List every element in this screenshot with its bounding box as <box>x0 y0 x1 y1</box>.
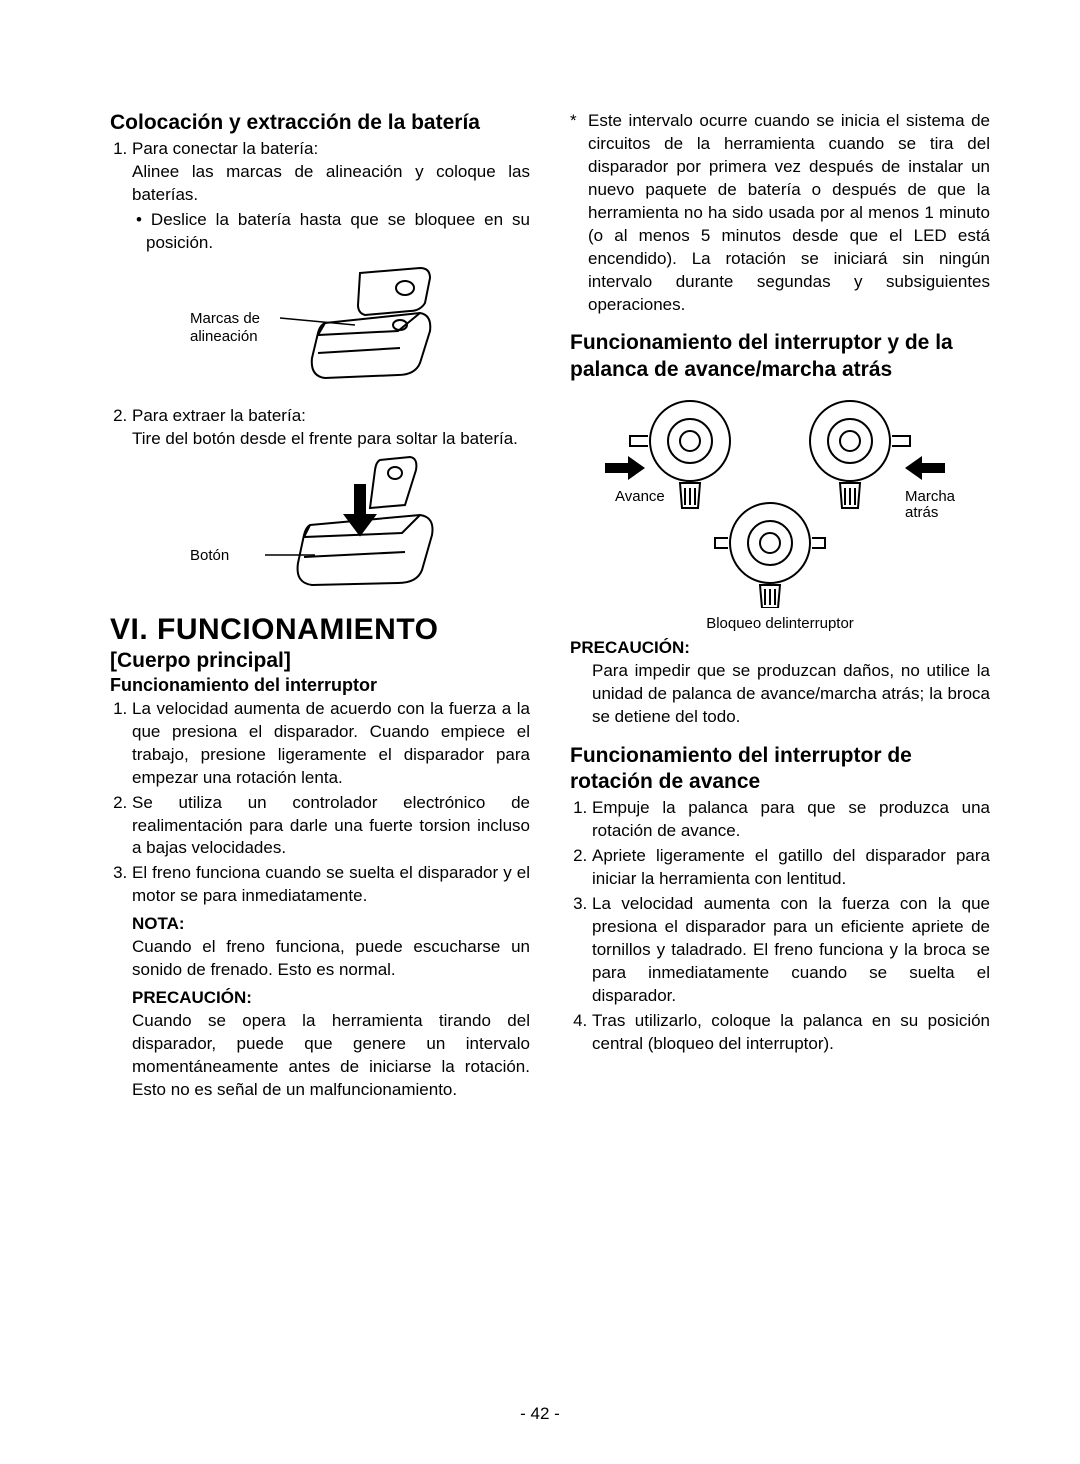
figure-lever: Avance Marcha atrás Bloqueo delinterrupt… <box>570 393 990 632</box>
caution-text: Cuando se opera la herramienta tirando d… <box>132 1010 530 1102</box>
lever-illustration: Avance Marcha atrás <box>570 393 980 608</box>
li-text: Para conectar la batería: <box>132 139 318 158</box>
list-item: Se utiliza un controlador electrónico de… <box>132 792 530 861</box>
left-column: Colocación y extracción de la batería Pa… <box>110 110 530 1102</box>
switch-list: La velocidad aumenta de acuerdo con la f… <box>110 698 530 908</box>
list-item: La velocidad aumenta con la fuerza con l… <box>592 893 990 1008</box>
fig-fwd-label: Avance <box>615 488 665 505</box>
battery-list: Para conectar la batería: Alinee las mar… <box>110 138 530 207</box>
footnote-star: * Este intervalo ocurre cuando se inicia… <box>570 110 990 316</box>
heading-battery: Colocación y extracción de la batería <box>110 110 530 136</box>
battery-remove-illustration <box>260 455 450 595</box>
heading-forward-rotation: Funcionamiento del interruptor de rotaci… <box>570 743 990 796</box>
battery-list-2: Para extraer la batería: Tire del botón … <box>110 405 530 451</box>
list-item: La velocidad aumenta de acuerdo con la f… <box>132 698 530 790</box>
star-text: Este intervalo ocurre cuando se inicia e… <box>588 110 990 316</box>
caution-block: PRECAUCIÓN: Para impedir que se produzca… <box>570 638 990 729</box>
caution-label: PRECAUCIÓN: <box>132 988 530 1008</box>
figure-label: Marcas de alineación <box>190 310 270 346</box>
caution-block: PRECAUCIÓN: Cuando se opera la herramien… <box>132 988 530 1102</box>
list-item: Empuje la palanca para que se produzca u… <box>592 797 990 843</box>
forward-list: Empuje la palanca para que se produzca u… <box>570 797 990 1055</box>
fig-rev-label2: atrás <box>905 504 938 521</box>
li-text: Alinee las marcas de alineación y coloqu… <box>132 161 530 207</box>
fig-rev-label: Marcha <box>905 488 956 505</box>
heading-lever: Funcionamiento del interruptor y de la p… <box>570 330 990 383</box>
heading-main-body: [Cuerpo principal] <box>110 649 530 673</box>
list-item: Para extraer la batería: Tire del botón … <box>132 405 530 451</box>
list-item: Apriete ligeramente el gatillo del dispa… <box>592 845 990 891</box>
list-item: Tras utilizarlo, coloque la palanca en s… <box>592 1010 990 1056</box>
heading-operation: VI. FUNCIONAMIENTO <box>110 613 530 647</box>
list-item: Para conectar la batería: Alinee las mar… <box>132 138 530 207</box>
li-text: Para extraer la batería: <box>132 406 306 425</box>
bullet-item: • Deslice la batería hasta que se bloque… <box>132 209 530 255</box>
battery-insert-illustration <box>270 263 450 393</box>
figure-alignment-marks: Marcas de alineación <box>110 263 530 393</box>
note-text: Cuando el freno funciona, puede escuchar… <box>132 936 530 982</box>
note-block: NOTA: Cuando el freno funciona, puede es… <box>132 914 530 982</box>
heading-switch-op: Funcionamiento del interruptor <box>110 675 530 696</box>
li-text: Tire del botón desde el frente para solt… <box>132 428 530 451</box>
fig-lock-label: Bloqueo delinterruptor <box>570 615 990 632</box>
star-mark: * <box>570 110 588 316</box>
caution-text: Para impedir que se produzcan daños, no … <box>592 660 990 729</box>
note-label: NOTA: <box>132 914 530 934</box>
list-item: El freno funciona cuando se suelta el di… <box>132 862 530 908</box>
figure-label: Botón <box>190 547 260 595</box>
right-column: * Este intervalo ocurre cuando se inicia… <box>570 110 990 1102</box>
page-number: - 42 - <box>0 1404 1080 1424</box>
caution-label: PRECAUCIÓN: <box>570 638 990 658</box>
figure-button: Botón <box>110 455 530 595</box>
page-content: Colocación y extracción de la batería Pa… <box>0 0 1080 1142</box>
